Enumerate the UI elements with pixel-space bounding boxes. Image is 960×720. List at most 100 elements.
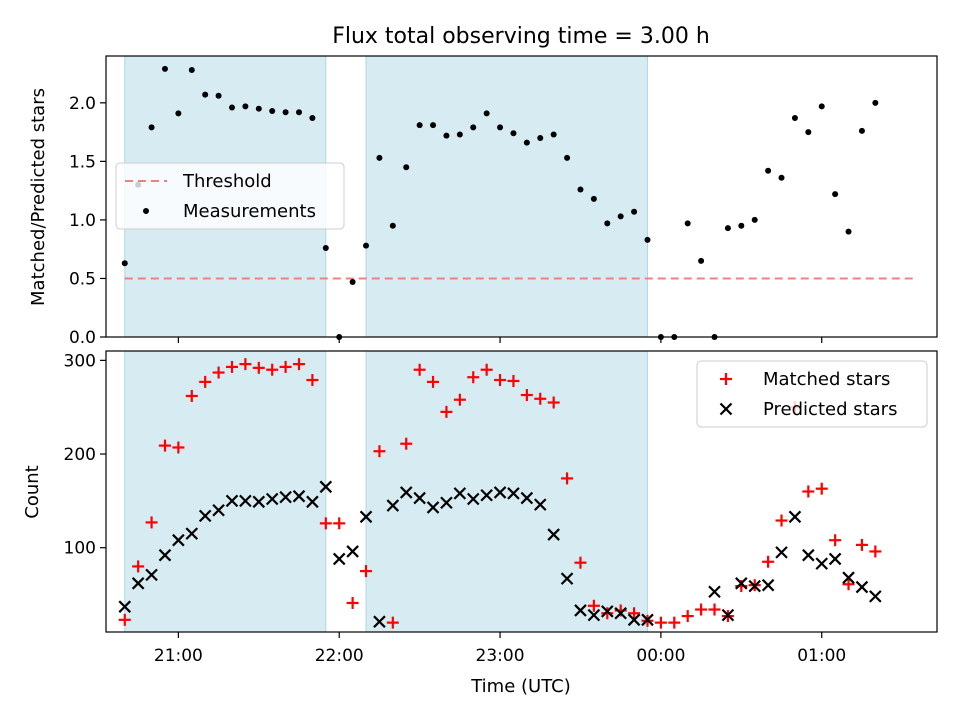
- marker-stroke: [828, 552, 842, 566]
- predicted-point: [466, 492, 480, 506]
- marker-stroke: [721, 608, 735, 622]
- marker-stroke: [306, 495, 319, 509]
- marker-stroke: [601, 605, 614, 618]
- predicted-point: [346, 545, 359, 558]
- measurement-point: [215, 92, 222, 99]
- predicted-point: [413, 491, 426, 505]
- y-tick-label: 0.5: [69, 269, 96, 289]
- measurement-point: [577, 186, 584, 193]
- y-tick-label: 1.5: [69, 152, 96, 172]
- matched-point: [574, 556, 587, 569]
- predicted-point: [440, 496, 453, 510]
- predicted-point: [587, 608, 601, 622]
- matched-point: [829, 534, 842, 547]
- predicted-point: [399, 486, 413, 499]
- marker-stroke: [386, 499, 400, 512]
- measurement-point: [523, 139, 530, 146]
- predicted-point: [198, 509, 212, 523]
- marker-stroke: [574, 604, 587, 617]
- measurement-point: [389, 222, 396, 229]
- matched-point: [252, 361, 265, 374]
- predicted-point: [533, 498, 547, 511]
- marker-stroke: [265, 492, 279, 506]
- measurement-point: [564, 154, 571, 161]
- chart-title: Flux total observing time = 3.00 h: [332, 24, 710, 49]
- bottom-legend: Matched stars Predicted stars: [696, 360, 928, 428]
- predicted-point: [507, 487, 520, 500]
- top-y-axis-ticks: 0.0 0.5 1.0 1.5 2.0: [69, 94, 106, 348]
- predicted-point: [373, 615, 386, 628]
- predicted-point: [721, 608, 735, 622]
- measurement-point: [296, 109, 303, 116]
- predicted-point: [279, 490, 292, 504]
- measurement-point: [604, 220, 611, 227]
- predicted-point: [158, 548, 172, 562]
- matched-point: [199, 375, 212, 388]
- matched-point: [654, 616, 667, 629]
- marker-stroke: [719, 402, 733, 416]
- matched-point: [413, 363, 426, 376]
- measurement-point: [483, 110, 490, 117]
- y-tick-label: 2.0: [69, 94, 96, 114]
- predicted-point: [212, 503, 225, 517]
- matched-point: [762, 555, 775, 568]
- matched-point: [132, 560, 145, 573]
- marker-stroke: [547, 528, 560, 541]
- matched-point: [668, 616, 681, 629]
- marker-stroke: [493, 486, 507, 499]
- measurement-point: [765, 167, 772, 174]
- predicted-point: [574, 604, 587, 617]
- measurement-point: [631, 208, 638, 215]
- matched-point: [869, 545, 882, 558]
- measurement-point: [242, 103, 249, 110]
- matched-point: [587, 599, 600, 612]
- legend-predicted-swatch: [719, 402, 733, 416]
- measurement-point: [202, 91, 209, 98]
- marker-stroke: [158, 548, 172, 562]
- matched-point: [507, 374, 520, 387]
- marker-stroke: [560, 572, 574, 585]
- measurement-point: [738, 222, 745, 229]
- marker-stroke: [252, 495, 266, 509]
- predicted-point: [641, 613, 654, 627]
- measurement-point: [228, 104, 235, 111]
- marker-stroke: [426, 501, 440, 514]
- bottom-x-axis-label: Time (UTC): [470, 676, 571, 697]
- predicted-point: [386, 499, 400, 512]
- marker-stroke: [319, 480, 333, 494]
- matched-point: [346, 596, 359, 609]
- matched-point: [802, 485, 815, 498]
- predicted-stars-series: [118, 480, 882, 628]
- marker-stroke: [533, 498, 547, 511]
- top-y-axis-label: Matched/Predicted stars: [28, 88, 49, 306]
- marker-stroke: [440, 496, 453, 510]
- matched-point: [427, 375, 440, 388]
- marker-stroke: [748, 579, 761, 593]
- measurement-point: [550, 131, 557, 138]
- matched-point: [386, 616, 399, 629]
- predicted-point: [131, 577, 145, 590]
- predicted-point: [775, 546, 788, 559]
- matched-point: [855, 538, 868, 551]
- predicted-point: [748, 579, 761, 593]
- bottom-y-axis-ticks: 100 200 300: [64, 351, 106, 559]
- bottom-axes-frame: [105, 350, 938, 633]
- predicted-point: [306, 495, 319, 509]
- predicted-point: [842, 571, 855, 584]
- bottom-panel: 100 200 300 21:00 22:00 23:00 00:00 01:00 Coun…: [22, 350, 938, 697]
- matched-point: [118, 613, 131, 626]
- marker-stroke: [198, 509, 212, 523]
- marker-stroke: [466, 492, 480, 506]
- x-tick-label: 21:00: [154, 646, 203, 666]
- predicted-point: [426, 501, 440, 514]
- marker-stroke: [346, 545, 359, 558]
- measurement-point: [282, 109, 289, 116]
- y-tick-label: 300: [64, 351, 96, 371]
- predicted-point: [761, 578, 775, 592]
- measurement-point: [363, 242, 370, 249]
- matched-point: [601, 607, 614, 620]
- predicted-point: [788, 510, 802, 524]
- measurement-point: [322, 245, 329, 252]
- legend-plus-marker: [720, 373, 732, 385]
- x-tick-label: 22:00: [315, 646, 364, 666]
